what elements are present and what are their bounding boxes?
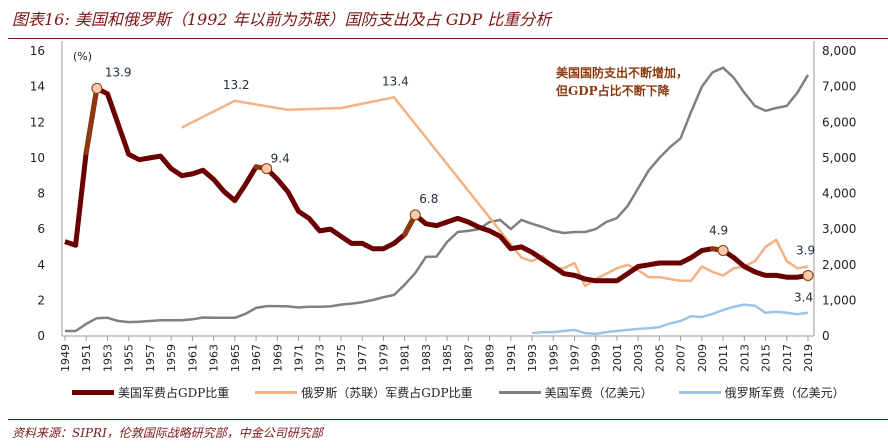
x-tick-label: 1979 [377, 344, 390, 372]
legend-swatch [678, 391, 721, 394]
x-tick-label: 1975 [335, 344, 348, 372]
x-tick-label: 2005 [653, 344, 666, 372]
y-right-tick-label: 0 [822, 329, 830, 343]
data-label: 4.9 [709, 224, 728, 238]
x-tick-label: 1969 [271, 344, 284, 372]
y-left-tick-label: 4 [37, 258, 45, 272]
y-left-tick-label: 12 [30, 115, 45, 129]
x-tick-label: 1951 [80, 344, 93, 372]
x-tick-label: 1963 [208, 344, 221, 372]
source-divider [8, 419, 888, 420]
x-tick-label: 2001 [611, 344, 624, 372]
legend: 美国军费占GDP比重 俄罗斯（苏联）军费占GDP比重 美国军费（亿美元） 俄罗斯… [72, 384, 845, 401]
data-label: 3.9 [796, 244, 815, 258]
annotation-text: 但GDP占比不断下降 [555, 83, 671, 98]
data-label: 6.8 [419, 192, 438, 206]
data-point-marker [409, 209, 421, 221]
y-right-tick-label: 4,000 [822, 187, 856, 201]
x-tick-label: 1981 [399, 344, 412, 372]
legend-item: 美国军费占GDP比重 [72, 384, 229, 401]
source-note: 资料来源：SIPRI，伦敦国际战略研究部，中金公司研究部 [12, 426, 323, 440]
y-right-tick-label: 7,000 [822, 80, 856, 94]
x-tick-label: 1959 [165, 344, 178, 372]
x-tick-label: 1949 [59, 344, 72, 372]
x-tick-label: 1985 [441, 344, 454, 372]
y-right-tick-label: 8,000 [822, 44, 856, 58]
y-left-tick-label: 10 [30, 151, 45, 165]
x-tick-label: 2007 [675, 344, 688, 372]
x-tick-label: 2019 [802, 344, 815, 372]
y-right-tick-label: 6,000 [822, 115, 856, 129]
x-tick-label: 1991 [505, 344, 518, 372]
data-point-marker [802, 269, 814, 281]
data-label: 9.4 [271, 152, 290, 166]
x-tick-label: 1967 [250, 344, 263, 372]
data-point-marker [717, 245, 729, 256]
y-left-tick-label: 0 [37, 329, 45, 343]
data-label: 13.9 [105, 65, 132, 79]
data-label: 3.4 [794, 290, 813, 304]
data-label: 13.2 [223, 78, 250, 92]
title-divider [8, 38, 888, 39]
data-label: 13.4 [382, 74, 409, 88]
x-tick-label: 1987 [462, 344, 475, 372]
series-line-2 [65, 66, 810, 333]
x-tick-label: 1977 [356, 344, 369, 372]
y-left-unit-label: (%) [73, 50, 92, 63]
x-tick-label: 1971 [293, 344, 306, 372]
x-tick-label: 2013 [738, 344, 751, 372]
x-tick-label: 1965 [229, 344, 242, 372]
legend-label: 美国军费占GDP比重 [118, 386, 230, 400]
legend-swatch [498, 391, 541, 394]
x-tick-label: 1995 [547, 344, 560, 372]
x-tick-label: 1999 [590, 344, 603, 372]
x-tick-label: 2003 [632, 344, 645, 372]
x-tick-label: 2009 [696, 344, 709, 372]
legend-item: 俄罗斯军费（亿美元） [678, 384, 845, 401]
legend-label: 美国军费（亿美元） [544, 386, 653, 400]
legend-item: 俄罗斯（苏联）军费占GDP比重 [255, 384, 473, 401]
x-tick-label: 1983 [420, 344, 433, 372]
x-tick-label: 1973 [314, 344, 327, 372]
x-tick-label: 1957 [144, 344, 157, 372]
y-left-tick-label: 8 [37, 187, 45, 201]
x-tick-label: 1953 [101, 344, 114, 372]
x-tick-label: 2015 [760, 344, 773, 372]
x-tick-label: 2011 [717, 344, 730, 372]
figure-title: 图表16: 美国和俄罗斯（1992 年以前为苏联）国防支出及占 GDP 比重分析 [12, 10, 552, 29]
data-point-marker [91, 82, 103, 94]
data-point-marker [261, 163, 273, 175]
legend-swatch [255, 391, 298, 394]
y-left-tick-label: 16 [30, 44, 45, 58]
y-right-tick-label: 1,000 [822, 293, 856, 307]
x-tick-label: 1961 [186, 344, 199, 372]
x-tick-label: 1997 [568, 344, 581, 372]
y-left-tick-label: 2 [37, 293, 45, 307]
x-tick-label: 2017 [781, 344, 794, 372]
legend-item: 美国军费（亿美元） [498, 384, 653, 401]
series-line-1 [181, 96, 809, 288]
legend-label: 俄罗斯（苏联）军费占GDP比重 [301, 386, 473, 400]
y-right-tick-label: 3,000 [822, 222, 856, 236]
annotation-text: 美国国防支出不断增加， [556, 65, 688, 80]
series-line-0 [64, 85, 809, 284]
series-line-3 [531, 303, 809, 336]
x-tick-label: 1993 [526, 344, 539, 372]
x-tick-label: 1955 [123, 344, 136, 372]
y-right-tick-label: 2,000 [822, 258, 856, 272]
y-right-tick-label: 5,000 [822, 151, 856, 165]
legend-label: 俄罗斯军费（亿美元） [724, 386, 845, 400]
legend-swatch [72, 390, 114, 395]
y-left-tick-label: 6 [37, 222, 45, 236]
highlight-segment [83, 85, 100, 156]
y-left-tick-label: 14 [30, 80, 45, 94]
x-tick-label: 1989 [484, 344, 497, 372]
